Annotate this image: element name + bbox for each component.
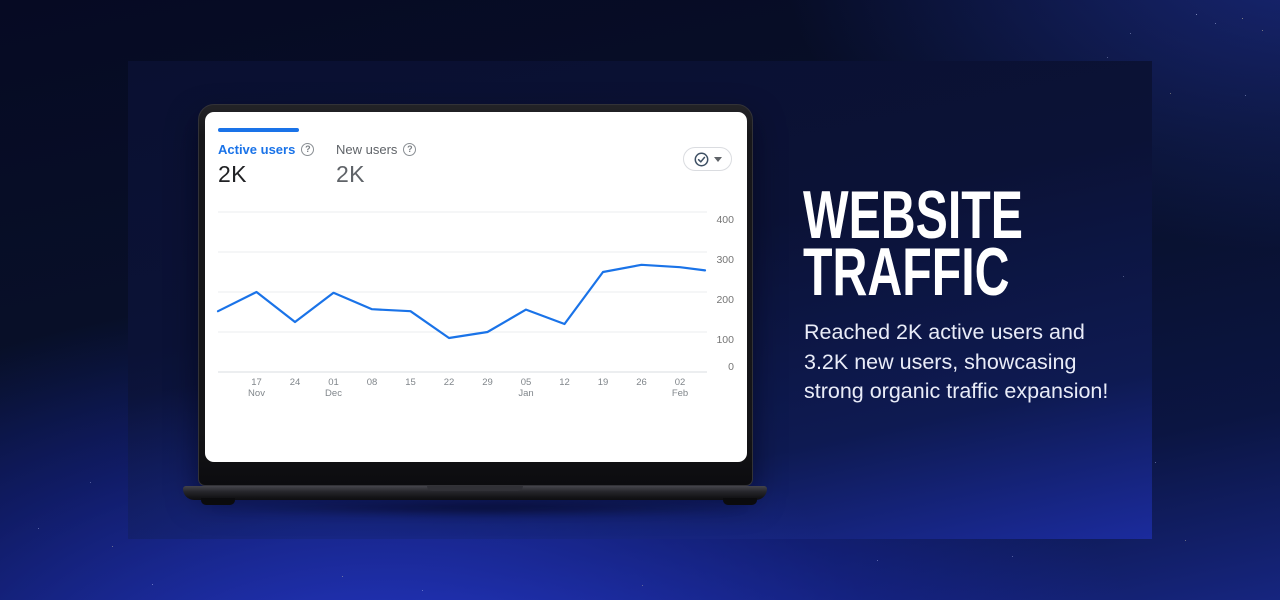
svg-text:300: 300 xyxy=(716,254,734,266)
svg-text:15: 15 xyxy=(405,377,416,388)
metric-new-users[interactable]: New users ? 2K xyxy=(336,142,417,188)
help-icon[interactable]: ? xyxy=(301,143,315,156)
svg-text:Jan: Jan xyxy=(518,388,533,399)
metric-active-users-value: 2K xyxy=(218,161,247,187)
svg-text:Dec: Dec xyxy=(325,388,342,399)
svg-text:24: 24 xyxy=(290,377,301,388)
title-line-2: TRAFFIC xyxy=(803,234,1010,310)
laptop-foot-right xyxy=(723,498,757,505)
svg-text:22: 22 xyxy=(444,377,455,388)
svg-text:05: 05 xyxy=(521,377,532,388)
hero-description: Reached 2K active users and 3.2K new use… xyxy=(804,318,1108,407)
chart-options-button[interactable] xyxy=(683,147,732,171)
svg-text:08: 08 xyxy=(367,377,378,388)
active-tab-indicator xyxy=(218,128,299,132)
laptop-base xyxy=(183,486,767,500)
metric-active-users-label: Active users xyxy=(218,142,296,157)
svg-text:Nov: Nov xyxy=(248,388,265,399)
svg-text:29: 29 xyxy=(482,377,493,388)
svg-text:400: 400 xyxy=(716,214,734,226)
title-line-1: WEBSITE xyxy=(803,177,1023,253)
star-speckles xyxy=(0,0,1,1)
description-line-3: strong organic traffic expansion! xyxy=(804,379,1109,403)
svg-text:26: 26 xyxy=(636,377,647,388)
laptop-foot-left xyxy=(201,498,235,505)
analytics-screen: Active users ? 2K New users ? 2K 0 100 200… xyxy=(205,112,747,462)
chevron-down-icon xyxy=(713,156,722,162)
help-icon[interactable]: ? xyxy=(403,143,417,156)
svg-text:02: 02 xyxy=(675,377,686,388)
description-line-2: 3.2K new users, showcasing xyxy=(804,349,1077,374)
metric-active-users[interactable]: Active users ? 2K xyxy=(218,142,315,188)
metric-new-users-label: New users xyxy=(336,142,398,157)
svg-text:01: 01 xyxy=(328,377,339,388)
svg-text:12: 12 xyxy=(559,377,570,388)
svg-text:19: 19 xyxy=(598,377,609,388)
laptop-lid-notch xyxy=(427,486,523,491)
description-line-1: Reached 2K active users and xyxy=(804,320,1085,344)
svg-text:200: 200 xyxy=(716,294,734,306)
page-title: WEBSITE TRAFFIC xyxy=(803,177,1023,310)
svg-text:100: 100 xyxy=(716,334,734,346)
laptop-shadow xyxy=(212,500,748,516)
svg-text:0: 0 xyxy=(728,361,734,373)
metric-new-users-value: 2K xyxy=(336,161,365,187)
svg-text:17: 17 xyxy=(251,377,262,388)
svg-text:Feb: Feb xyxy=(672,388,688,399)
check-circle-icon xyxy=(694,152,708,166)
